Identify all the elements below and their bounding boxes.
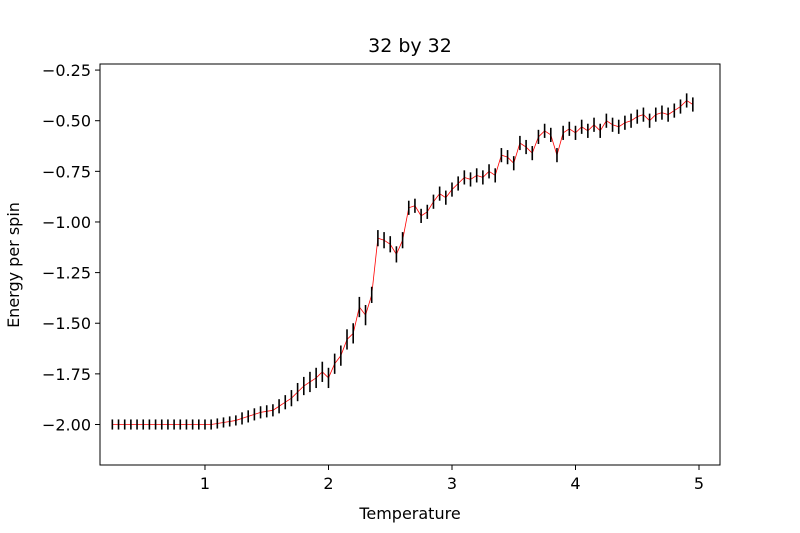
y-tick-label: −0.75 — [42, 162, 91, 181]
x-tick-label: 1 — [200, 474, 210, 493]
plot-area — [111, 93, 694, 430]
x-axis-label: Temperature — [358, 504, 460, 523]
y-axis: −2.00 −1.75 −1.50 −1.25 −1.00 −0.75 −0.50 −0.25 — [42, 61, 100, 434]
x-tick-label: 4 — [570, 474, 580, 493]
y-tick-label: −1.25 — [42, 264, 91, 283]
y-tick-label: −1.50 — [42, 314, 91, 333]
chart-title: 32 by 32 — [368, 35, 452, 57]
y-tick-label: −1.00 — [42, 213, 91, 232]
y-axis-label: Energy per spin — [4, 202, 23, 328]
x-axis: 1 2 3 4 5 — [200, 465, 704, 493]
axes-frame — [99, 63, 721, 466]
x-tick-label: 5 — [694, 474, 704, 493]
y-tick-label: −2.00 — [42, 415, 91, 434]
x-tick-label: 2 — [323, 474, 333, 493]
y-tick-label: −0.25 — [42, 61, 91, 80]
y-tick-label: −0.50 — [42, 112, 91, 131]
x-tick-label: 3 — [447, 474, 457, 493]
y-tick-label: −1.75 — [42, 365, 91, 384]
series-line — [112, 99, 694, 425]
